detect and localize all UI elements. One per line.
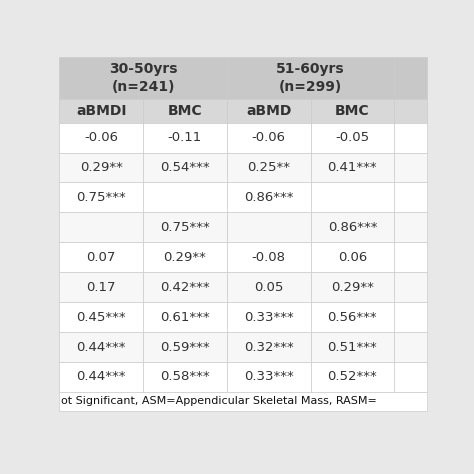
Text: 0.86***: 0.86*** — [244, 191, 293, 204]
Bar — [227, 57, 394, 99]
Text: 0.86***: 0.86*** — [328, 221, 377, 234]
Text: 0.75***: 0.75*** — [76, 191, 126, 204]
Bar — [394, 302, 427, 332]
Bar — [394, 212, 427, 242]
Bar — [310, 362, 394, 392]
Bar — [394, 153, 427, 182]
Text: 30-50yrs
(n=241): 30-50yrs (n=241) — [109, 62, 177, 93]
Bar — [59, 212, 143, 242]
Text: 0.17: 0.17 — [86, 281, 116, 294]
Text: 0.33***: 0.33*** — [244, 371, 293, 383]
Text: 0.07: 0.07 — [86, 251, 116, 264]
Text: 0.32***: 0.32*** — [244, 340, 293, 354]
Bar — [227, 302, 310, 332]
Text: 0.61***: 0.61*** — [160, 310, 210, 324]
Text: aBMDI: aBMDI — [76, 104, 127, 118]
Bar — [310, 182, 394, 212]
Bar — [394, 362, 427, 392]
Bar — [394, 57, 427, 99]
Bar — [394, 123, 427, 153]
Text: -0.11: -0.11 — [168, 131, 202, 144]
Text: 0.45***: 0.45*** — [76, 310, 126, 324]
Bar — [59, 392, 427, 411]
Bar — [143, 302, 227, 332]
Text: BMC: BMC — [168, 104, 202, 118]
Bar — [59, 153, 143, 182]
Text: 0.51***: 0.51*** — [328, 340, 377, 354]
Bar — [394, 272, 427, 302]
Text: 0.58***: 0.58*** — [160, 371, 210, 383]
Text: 0.44***: 0.44*** — [76, 340, 126, 354]
Bar — [394, 332, 427, 362]
Text: 51-60yrs
(n=299): 51-60yrs (n=299) — [276, 62, 345, 93]
Bar — [143, 123, 227, 153]
Text: 0.56***: 0.56*** — [328, 310, 377, 324]
Bar — [143, 272, 227, 302]
Bar — [59, 272, 143, 302]
Text: 0.41***: 0.41*** — [328, 161, 377, 174]
Text: 0.75***: 0.75*** — [160, 221, 210, 234]
Text: 0.42***: 0.42*** — [160, 281, 210, 294]
Text: 0.29**: 0.29** — [80, 161, 123, 174]
Text: 0.54***: 0.54*** — [160, 161, 210, 174]
Bar — [227, 362, 310, 392]
Bar — [310, 123, 394, 153]
Bar — [59, 123, 143, 153]
Text: 0.33***: 0.33*** — [244, 310, 293, 324]
Bar — [59, 242, 143, 272]
Text: 0.06: 0.06 — [338, 251, 367, 264]
Text: 0.25**: 0.25** — [247, 161, 290, 174]
Bar — [59, 332, 143, 362]
Bar — [310, 212, 394, 242]
Bar — [310, 242, 394, 272]
Text: 0.29**: 0.29** — [331, 281, 374, 294]
Bar — [59, 302, 143, 332]
Text: aBMD: aBMD — [246, 104, 292, 118]
Bar — [143, 242, 227, 272]
Text: -0.08: -0.08 — [252, 251, 286, 264]
Bar — [227, 242, 310, 272]
Text: 0.59***: 0.59*** — [160, 340, 210, 354]
Text: 0.05: 0.05 — [254, 281, 283, 294]
Bar — [227, 212, 310, 242]
Bar — [143, 212, 227, 242]
Text: -0.05: -0.05 — [335, 131, 369, 144]
Bar — [310, 302, 394, 332]
Bar — [143, 99, 227, 123]
Bar — [227, 332, 310, 362]
Text: BMC: BMC — [335, 104, 370, 118]
Bar — [227, 153, 310, 182]
Bar — [310, 99, 394, 123]
Bar — [310, 272, 394, 302]
Bar — [310, 153, 394, 182]
Bar — [59, 182, 143, 212]
Text: 0.29**: 0.29** — [164, 251, 206, 264]
Bar — [59, 57, 227, 99]
Bar — [227, 123, 310, 153]
Bar — [227, 99, 310, 123]
Bar — [394, 182, 427, 212]
Bar — [143, 332, 227, 362]
Text: -0.06: -0.06 — [252, 131, 286, 144]
Bar — [227, 182, 310, 212]
Text: ot Significant, ASM=Appendicular Skeletal Mass, RASM=: ot Significant, ASM=Appendicular Skeleta… — [61, 396, 377, 406]
Bar — [394, 99, 427, 123]
Bar — [143, 153, 227, 182]
Text: -0.06: -0.06 — [84, 131, 118, 144]
Bar — [394, 242, 427, 272]
Bar — [143, 362, 227, 392]
Bar — [59, 99, 143, 123]
Text: 0.52***: 0.52*** — [328, 371, 377, 383]
Text: 0.44***: 0.44*** — [76, 371, 126, 383]
Bar — [59, 362, 143, 392]
Bar — [227, 272, 310, 302]
Bar — [143, 182, 227, 212]
Bar — [310, 332, 394, 362]
